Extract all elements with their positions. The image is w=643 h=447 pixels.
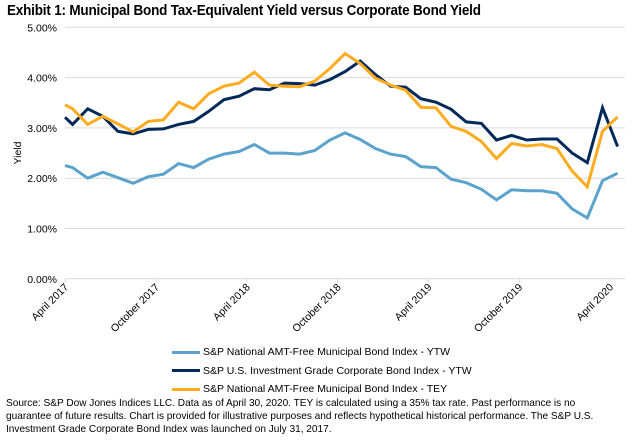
y-tick-label: 3.00% bbox=[27, 123, 57, 135]
x-axis bbox=[64, 278, 611, 283]
x-tick-label: April 2020 bbox=[574, 281, 616, 323]
legend-label-corporate-ytw: S&P U.S. Investment Grade Corporate Bond… bbox=[203, 364, 472, 377]
series-line-muni-ytw bbox=[64, 131, 619, 221]
x-tick-label: April 2019 bbox=[393, 281, 435, 323]
y-tick-label: 2.00% bbox=[27, 173, 57, 185]
x-tick-label: October 2017 bbox=[108, 281, 162, 335]
legend-label-muni-ytw: S&P National AMT-Free Municipal Bond Ind… bbox=[203, 346, 451, 359]
x-tick-label: October 2018 bbox=[290, 281, 344, 335]
legend-item-muni-tey: S&P National AMT-Free Municipal Bond Ind… bbox=[172, 380, 472, 399]
legend-swatch-corporate-ytw bbox=[172, 369, 200, 373]
y-tick-label: 0.00% bbox=[27, 274, 57, 286]
legend-label-muni-tey: S&P National AMT-Free Municipal Bond Ind… bbox=[203, 383, 448, 396]
legend-swatch-muni-ytw bbox=[172, 350, 200, 354]
chart-title: Exhibit 1: Municipal Bond Tax-Equivalent… bbox=[7, 3, 481, 19]
series-line-muni-tey bbox=[64, 51, 619, 190]
y-axis-tick-labels: 0.00% 1.00% 2.00% 3.00% 4.00% 5.00% bbox=[27, 22, 57, 286]
source-footnote: Source: S&P Dow Jones Indices LLC. Data … bbox=[6, 398, 594, 435]
legend-item-corporate-ytw: S&P U.S. Investment Grade Corporate Bond… bbox=[172, 362, 472, 381]
series-lines bbox=[63, 51, 619, 221]
legend-swatch-muni-tey bbox=[172, 387, 200, 391]
x-axis-tick-labels: April 2017 October 2017 April 2018 October … bbox=[29, 281, 616, 335]
y-tick-label: 1.00% bbox=[27, 224, 57, 236]
x-tick-label: April 2017 bbox=[29, 281, 71, 323]
legend-item-muni-ytw: S&P National AMT-Free Municipal Bond Ind… bbox=[172, 343, 472, 362]
y-axis-label: Yield bbox=[12, 141, 24, 164]
line-chart: 0.00% 1.00% 2.00% 3.00% 4.00% 5.00% April 201… bbox=[12, 22, 625, 335]
series-line-corporate-ytw bbox=[63, 59, 619, 165]
legend: S&P National AMT-Free Municipal Bond Ind… bbox=[172, 343, 472, 399]
gridlines bbox=[65, 26, 625, 280]
y-tick-label: 5.00% bbox=[27, 22, 57, 34]
y-tick-label: 4.00% bbox=[27, 73, 57, 85]
x-tick-label: October 2019 bbox=[472, 281, 526, 335]
x-tick-label: April 2018 bbox=[211, 281, 253, 323]
